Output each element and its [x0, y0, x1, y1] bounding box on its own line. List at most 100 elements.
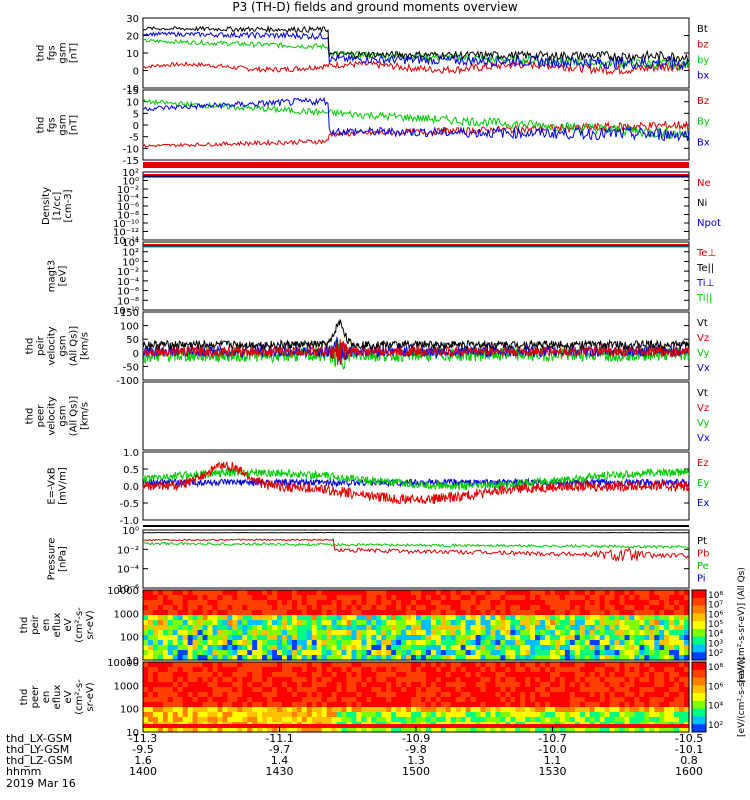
- spectrogram-cell: [634, 667, 640, 673]
- y-axis-label: velocity: [47, 396, 58, 435]
- spectrogram-cell: [435, 712, 442, 718]
- spectrogram-cell: [594, 672, 601, 678]
- spectrogram-cell: [654, 595, 660, 601]
- spectrogram-cell: [222, 605, 228, 611]
- spectrogram-cell: [455, 625, 462, 631]
- spectrogram-cell: [525, 610, 531, 616]
- spectrogram-cell: [421, 697, 427, 703]
- spectrogram-cell: [371, 650, 377, 656]
- spectrogram-cell: [495, 667, 501, 673]
- spectrogram-cell: [584, 620, 591, 626]
- spectrogram-cell: [361, 662, 367, 668]
- spectrogram-cell: [495, 682, 501, 688]
- spectrogram-cell: [559, 640, 566, 646]
- spectrogram-cell: [411, 605, 417, 611]
- spectrogram-cell: [177, 727, 184, 733]
- spectrogram-cell: [311, 655, 318, 661]
- spectrogram-cell: [569, 615, 576, 621]
- spectrogram-cell: [172, 655, 179, 661]
- y-axis-label: gsm: [58, 42, 69, 63]
- spectrogram-cell: [326, 605, 333, 611]
- spectrogram-cell: [470, 672, 477, 678]
- spectrogram-cell: [202, 677, 209, 683]
- spectrogram-cell: [148, 667, 154, 673]
- spectrogram-cell: [336, 702, 343, 708]
- spectrogram-cell: [296, 672, 303, 678]
- spectrogram-cell: [286, 610, 293, 616]
- spectrogram-cell: [401, 727, 407, 733]
- spectrogram-cell: [267, 682, 273, 688]
- spectrogram-cell: [177, 707, 184, 713]
- spectrogram-cell: [425, 707, 432, 713]
- spectrogram-cell: [301, 682, 308, 688]
- spectrogram-cell: [197, 692, 204, 698]
- spectrogram-cell: [520, 677, 526, 683]
- spectrogram-cell: [167, 590, 174, 596]
- spectrogram-cell: [624, 687, 631, 693]
- spectrogram-cell: [316, 590, 323, 596]
- spectrogram-cell: [321, 600, 328, 606]
- spectrogram-cell: [252, 610, 258, 616]
- spectrogram-cell: [212, 712, 219, 718]
- spectrogram-cell: [376, 640, 382, 646]
- spectrogram-cell: [182, 692, 189, 698]
- spectrogram-cell: [301, 672, 308, 678]
- tick-label: -1.0: [119, 516, 139, 527]
- spectrogram-cell: [421, 677, 427, 683]
- spectrogram-cell: [569, 645, 576, 651]
- y-axis-label: Pressure: [47, 538, 58, 581]
- spectrogram-cell: [550, 650, 556, 656]
- spectrogram-cell: [386, 692, 392, 698]
- spectrogram-cell: [559, 590, 566, 596]
- spectrogram-cell: [222, 702, 228, 708]
- spectrogram-cell: [490, 635, 497, 641]
- spectrogram-cell: [574, 672, 581, 678]
- spectrogram-cell: [351, 717, 358, 723]
- spectrogram-cell: [306, 650, 313, 656]
- spectrogram-cell: [286, 625, 293, 631]
- spectrogram-cell: [440, 610, 447, 616]
- spectrogram-cell: [242, 692, 248, 698]
- spectrogram-cell: [589, 655, 596, 661]
- spectrogram-cell: [157, 697, 164, 703]
- spectrogram-cell: [296, 645, 303, 651]
- spectrogram-cell: [480, 650, 487, 656]
- spectrogram-cell: [376, 727, 382, 733]
- spectrogram-cell: [634, 702, 640, 708]
- spectrogram-cell: [589, 620, 596, 626]
- spectrogram-cell: [530, 677, 536, 683]
- spectrogram-cell: [257, 687, 263, 693]
- spectrogram-cell: [376, 635, 382, 641]
- spectrogram-cell: [401, 640, 407, 646]
- spectrogram-cell: [634, 610, 640, 616]
- spectrogram-cell: [455, 662, 462, 668]
- spectrogram-cell: [396, 707, 402, 713]
- spectrogram-cell: [425, 590, 432, 596]
- spectrogram-cell: [252, 645, 258, 651]
- spectrogram-cell: [257, 682, 263, 688]
- spectrogram-cell: [157, 620, 164, 626]
- legend-entry: Vy: [697, 418, 710, 429]
- y-axis-label: gsm: [58, 114, 69, 135]
- spectrogram-cell: [356, 662, 362, 668]
- spectrogram-cell: [485, 615, 492, 621]
- spectrogram-cell: [470, 707, 477, 713]
- spectrogram-cell: [267, 662, 273, 668]
- spectrogram-cell: [197, 672, 204, 678]
- spectrogram-cell: [530, 692, 536, 698]
- spectrogram-cell: [525, 687, 531, 693]
- spectrogram-cell: [262, 697, 268, 703]
- spectrogram-cell: [237, 717, 243, 723]
- colorbar-tick: 10⁶: [708, 610, 723, 620]
- spectrogram-cell: [217, 655, 224, 661]
- spectrogram-cell: [470, 615, 477, 621]
- spectrogram-cell: [530, 667, 536, 673]
- spectrogram-cell: [222, 645, 228, 651]
- spectrogram-cell: [291, 662, 298, 668]
- spectrogram-cell: [599, 682, 606, 688]
- spectrogram-cell: [430, 630, 437, 636]
- spectrogram-cell: [341, 712, 348, 718]
- spectrogram-cell: [609, 615, 616, 621]
- spectrogram-cell: [361, 590, 367, 596]
- spectrogram-cell: [435, 677, 442, 683]
